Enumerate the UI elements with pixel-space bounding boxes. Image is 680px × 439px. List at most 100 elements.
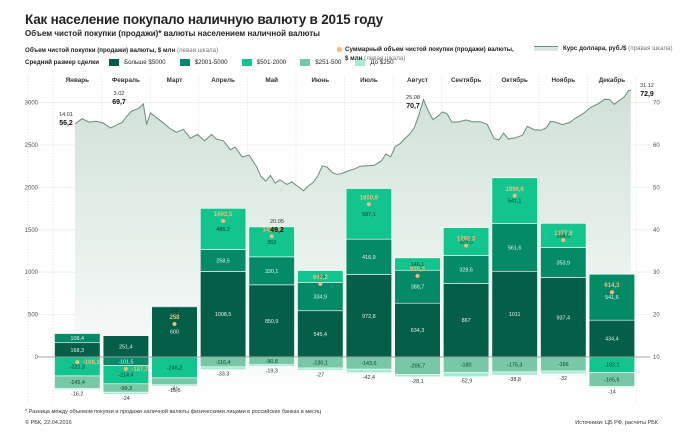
- left-tick-label: 2000: [25, 185, 39, 191]
- bar-segment: [540, 370, 587, 375]
- bar-segment: [442, 371, 490, 378]
- total-dot: [269, 234, 274, 239]
- right-tick-label: 30: [653, 270, 660, 276]
- bar-segment: [491, 223, 538, 272]
- bar-segment: [200, 366, 247, 370]
- bar-segment: [345, 188, 393, 240]
- segment-label: -130,1: [313, 361, 328, 367]
- left-tick-label: 1000: [25, 270, 39, 276]
- segment-label: -16,2: [71, 392, 83, 398]
- legend-item: $251-500: [300, 59, 341, 66]
- left-tick-label: 3000: [25, 101, 39, 107]
- rate-annotation-value: 56,2: [59, 120, 73, 127]
- legend-volume-scale: (левая шкала): [176, 47, 219, 54]
- total-dot: [123, 366, 128, 371]
- legend-item-label: $251-500: [315, 59, 342, 66]
- total-label: 1423,9: [263, 227, 282, 233]
- segment-label: 600: [170, 330, 179, 336]
- segment-label: 597,1: [362, 212, 376, 218]
- month-label: Сентябрь: [451, 76, 481, 84]
- segment-label: 541,1: [508, 199, 522, 205]
- total-dot: [318, 281, 323, 286]
- segment-label: 541,6: [605, 295, 619, 301]
- month-label: Июнь: [312, 77, 330, 84]
- bar-segment: [588, 386, 635, 388]
- bar-segment: [588, 273, 635, 321]
- legend-swatch: [179, 59, 190, 66]
- bar-segment: [151, 305, 198, 358]
- bar-segment: [442, 283, 490, 358]
- segment-label: 434,4: [605, 337, 619, 343]
- segment-label: 168,3: [71, 348, 85, 354]
- bar-segment: [491, 270, 538, 358]
- rate-annotation-value: 72,9: [640, 91, 654, 98]
- bar-segment: [54, 387, 101, 390]
- footnote: * Разница между объемом покупки и продаж…: [25, 409, 322, 415]
- total-label: 1603,5: [214, 212, 233, 218]
- segment-label: -205,7: [410, 364, 425, 370]
- legend-swatch: [241, 59, 252, 66]
- total-dot: [561, 238, 566, 243]
- month-label: Апрель: [211, 77, 235, 84]
- segment-label: 353,9: [557, 261, 571, 267]
- segment-label: -19,3: [266, 368, 278, 374]
- bar-segment: [200, 271, 247, 358]
- segment-label: 486,2: [216, 227, 230, 233]
- bar-segment: [540, 223, 587, 248]
- segment-label: 561,6: [508, 245, 522, 251]
- month-label: Декабрь: [599, 76, 625, 84]
- bar-segment: [151, 305, 198, 308]
- legend-rate-label: Курс доллара, руб./$: [563, 45, 627, 52]
- segment-label: 146,1: [411, 262, 425, 268]
- segment-label: 545,4: [314, 332, 328, 338]
- total-dot: [172, 322, 177, 327]
- right-tick-label: 70: [653, 101, 660, 107]
- legend-deal-size-label: Средний размер сделки: [25, 59, 100, 66]
- legend-item: $2001-5000: [179, 59, 228, 66]
- total-label: 1377,8: [554, 231, 573, 237]
- total-dot: [366, 202, 371, 207]
- bar-segment: [151, 384, 198, 387]
- legend-item: Больше $5000: [109, 59, 166, 66]
- total-dot-icon: [337, 47, 342, 52]
- segment-label: 416,9: [362, 255, 376, 261]
- right-tick-label: 40: [653, 228, 660, 234]
- segment-label: -24: [122, 396, 130, 402]
- source: Источники: ЦБ РФ, расчеты РБК: [575, 420, 658, 426]
- month-label: Январь: [66, 77, 89, 84]
- segment-label: -182,1: [604, 363, 619, 369]
- total-label: 1292,3: [457, 237, 476, 243]
- month-label: Март: [167, 77, 183, 84]
- bar-segment: [491, 177, 538, 224]
- segment-label: 634,3: [411, 328, 425, 334]
- chart-title: Как население покупало наличную валюту в…: [25, 12, 383, 27]
- segment-label: -32: [559, 376, 567, 382]
- segment-label: -42,4: [363, 375, 375, 381]
- segment-label: -246,2: [167, 365, 182, 371]
- total-label: -187,7: [131, 367, 149, 373]
- segment-label: 0,8: [171, 308, 179, 314]
- segment-label: 284,5: [557, 233, 571, 239]
- segment-label: -165,5: [604, 377, 619, 383]
- bar-segment: [297, 282, 344, 312]
- legend-rate-scale: (правая шкала): [628, 45, 673, 52]
- left-tick-label: 1500: [25, 228, 39, 234]
- month-label: Август: [407, 77, 428, 84]
- segment-label: 353: [267, 240, 276, 246]
- segment-label: -81: [171, 387, 179, 393]
- rate-annotation-date: 3.02: [114, 91, 125, 97]
- segment-label: -180: [461, 363, 472, 369]
- bar-segment: [297, 367, 344, 371]
- left-tick-label: 500: [28, 313, 39, 319]
- segment-label: -38,8: [509, 377, 521, 383]
- bar-segment: [248, 364, 295, 367]
- total-dot: [464, 243, 469, 248]
- segment-label: -99,3: [120, 386, 132, 392]
- legend-item-label: Больше $5000: [124, 59, 166, 66]
- segment-label: -15,5: [168, 388, 180, 394]
- copyright: © РБК, 22.04.2016: [25, 420, 72, 426]
- segment-label: 388,7: [411, 285, 425, 291]
- right-tick-label: 10: [653, 355, 660, 361]
- month-label: Октябрь: [501, 76, 528, 84]
- segment-label: -33,3: [217, 372, 229, 378]
